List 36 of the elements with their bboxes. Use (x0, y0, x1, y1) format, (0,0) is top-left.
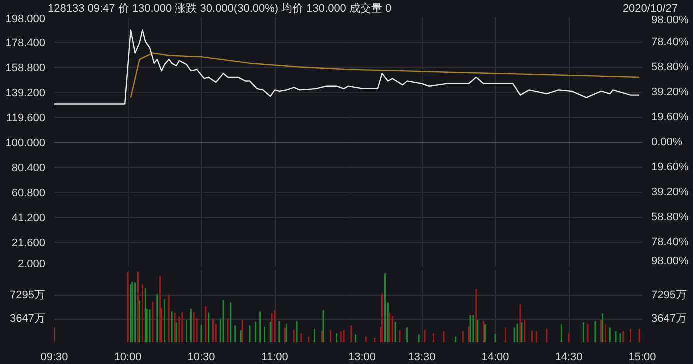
text: 2020/10/27 (622, 2, 678, 16)
y-tick-label: 41.200 (12, 212, 46, 224)
x-tick-label: 15:00 (628, 352, 656, 364)
y-tick-label: 3647万 (10, 313, 46, 326)
y-tick-label: 60.800 (12, 188, 46, 200)
y2-tick-label: 19.60% (652, 162, 690, 174)
y2-tick-label: 98.00% (652, 14, 690, 26)
y2-tick-label: 39.20% (652, 186, 690, 198)
x-tick-label: 10:30 (188, 352, 216, 364)
y-tick-label: 178.400 (6, 38, 46, 50)
x-tick-label: 10:00 (114, 352, 142, 364)
y-tick-label: 139.200 (6, 88, 46, 100)
y-tick-label: 198.000 (6, 14, 46, 26)
y2-tick-label: 0.00% (652, 136, 683, 148)
y-tick-label: 100.000 (6, 138, 46, 150)
x-tick-label: 13:00 (348, 352, 376, 364)
y-tick-label: 119.600 (6, 112, 46, 124)
y2-tick-label: 78.40% (652, 36, 690, 48)
y-tick-label: 80.400 (12, 162, 46, 174)
chart-title: 128133 09:47 价 130.000 涨跌 30.000(30.00%) 均价 130.000 成交量 0 (48, 2, 392, 17)
y2-tick-label: 58.80% (652, 212, 690, 224)
x-tick-label: 13:30 (408, 352, 436, 364)
y2-tick-label: 3647万 (652, 313, 687, 326)
y2-tick-label: 58.80% (652, 62, 690, 74)
y2-tick-label: 98.00% (652, 256, 690, 268)
y-tick-label: 21.600 (12, 238, 46, 250)
x-tick-label: 14:00 (482, 352, 510, 364)
y2-tick-label: 19.60% (652, 112, 690, 124)
y-tick-label: 158.800 (6, 62, 46, 74)
x-tick-label: 14:30 (555, 352, 583, 364)
x-tick-label: 09:30 (40, 352, 68, 364)
y-tick-label: 7295万 (10, 290, 46, 302)
y2-tick-label: 7295万 (652, 290, 687, 302)
y2-tick-label: 39.20% (652, 86, 690, 98)
x-tick-label: 11:00 (262, 352, 288, 364)
y2-tick-label: 78.40% (652, 236, 690, 248)
